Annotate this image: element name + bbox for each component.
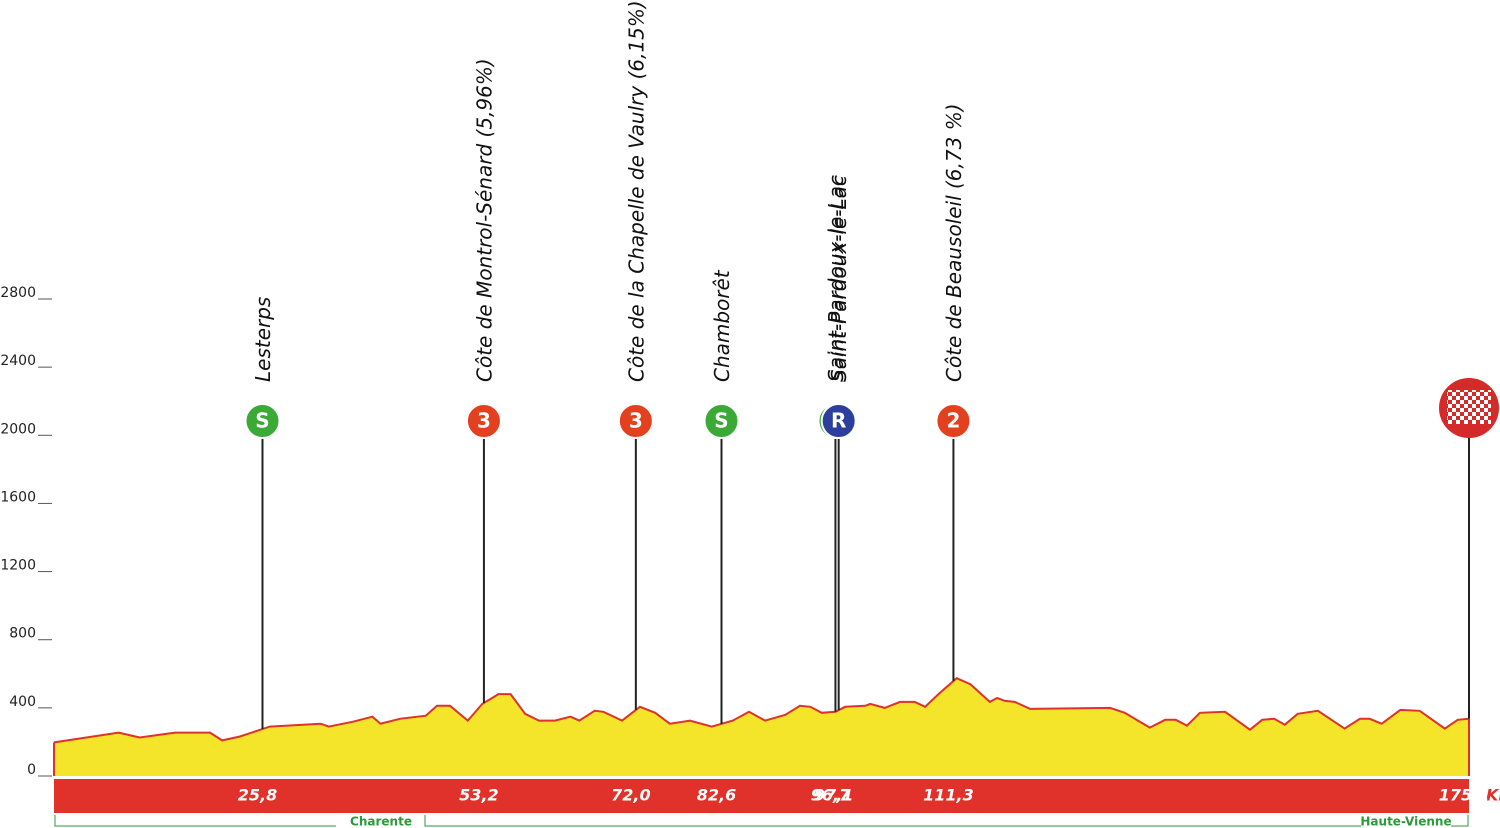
marker-symbol: S: [255, 409, 269, 433]
y-tick-label: 800: [9, 626, 36, 642]
region-bg: [336, 815, 426, 828]
y-tick-label: 0: [27, 762, 36, 778]
y-tick-label: 1200: [0, 558, 36, 574]
marker-badge: [244, 403, 281, 439]
km-label: 53,2: [459, 786, 498, 805]
region-label: Charente: [350, 815, 412, 828]
marker-symbol: S: [714, 409, 728, 433]
km-label: 96,7: [811, 786, 851, 805]
y-tick-label: 1600: [0, 489, 36, 505]
place-label: Lesterps: [251, 297, 275, 382]
place-label: Côte de Montrol-Sénard (5,96%): [472, 58, 496, 382]
km-label: 72,0: [611, 786, 650, 805]
y-tick-label: 2400: [0, 353, 36, 369]
y-tick-label: 2800: [0, 285, 36, 301]
km-label: 111,3: [923, 786, 974, 805]
km-label: 175,1: [1439, 786, 1490, 805]
km-label: 25,8: [238, 786, 277, 805]
marker-badge: [465, 403, 502, 439]
marker-symbol: R: [831, 409, 846, 433]
km-label: 97,1: [814, 786, 853, 805]
marker-badge: [617, 403, 654, 439]
region-bracket: [424, 815, 1469, 827]
place-label: Saint-Pardoux-le-Lac: [827, 175, 851, 382]
region-bg: [1361, 815, 1451, 828]
marker-symbol: 2: [946, 409, 960, 433]
region-label: Haute-Vienne: [1360, 815, 1451, 828]
y-tick-label: 400: [9, 694, 36, 710]
place-label: Saint-Pardoux-le-Lac: [824, 175, 848, 382]
place-label: Chamborêt: [710, 269, 734, 382]
profile-line: [53, 677, 1470, 744]
marker-symbol: 3: [629, 409, 643, 433]
profile-area: [54, 678, 1469, 776]
x-unit: Km: [1486, 786, 1500, 805]
km-label: 82,6: [697, 786, 736, 805]
place-label: Côte de Beausoleil (6,73 %): [942, 103, 966, 382]
marker-badge: [820, 403, 857, 439]
marker-symbol: 3: [477, 409, 491, 433]
km-band: [54, 779, 1469, 813]
y-tick-label: 2000: [0, 421, 36, 437]
place-label: Côte de la Chapelle de Vaulry (6,15%): [624, 0, 648, 382]
marker-badge: [703, 403, 740, 439]
finish-checker: [1447, 390, 1491, 424]
marker-badge: [935, 403, 972, 439]
